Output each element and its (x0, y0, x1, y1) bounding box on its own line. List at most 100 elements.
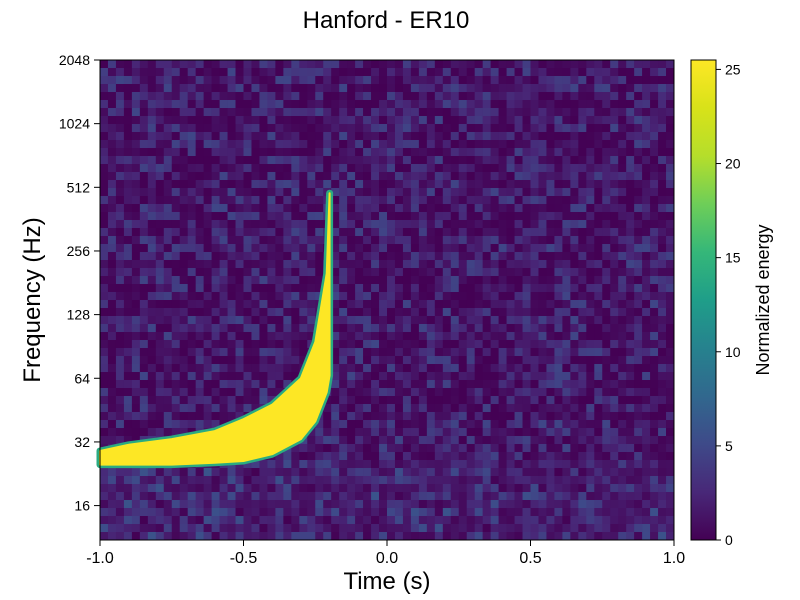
heatmap-cell (251, 460, 260, 469)
heatmap-cell (642, 196, 651, 205)
heatmap-cell (115, 332, 125, 341)
heatmap-cell (283, 84, 292, 93)
heatmap-cell (171, 532, 181, 541)
heatmap-cell (594, 204, 603, 213)
heatmap-cell (570, 316, 579, 325)
heatmap-cell (450, 132, 460, 141)
heatmap-cell (387, 348, 396, 357)
heatmap-cell (171, 284, 181, 293)
heatmap-cell (482, 396, 491, 405)
heatmap-cell (466, 492, 475, 501)
heatmap-cell (538, 340, 547, 349)
heatmap-cell (307, 508, 316, 517)
heatmap-cell (227, 388, 236, 397)
heatmap-cell (618, 508, 627, 517)
heatmap-cell (195, 476, 204, 485)
heatmap-cell (522, 380, 531, 389)
heatmap-cell (650, 132, 659, 141)
heatmap-cell (426, 84, 436, 93)
heatmap-cell (203, 260, 212, 269)
heatmap-cell (235, 340, 244, 349)
heatmap-cell (179, 172, 188, 181)
heatmap-cell (658, 500, 667, 509)
heatmap-cell (546, 364, 555, 373)
heatmap-cell (602, 76, 611, 85)
heatmap-cell (522, 516, 531, 525)
heatmap-cell (514, 116, 523, 125)
heatmap-cell (235, 404, 244, 413)
heatmap-cell (538, 420, 547, 429)
heatmap-cell (442, 388, 452, 397)
heatmap-cell (578, 180, 587, 189)
heatmap-cell (243, 292, 252, 301)
heatmap-cell (219, 68, 228, 77)
heatmap-cell (586, 484, 595, 493)
heatmap-cell (482, 60, 491, 69)
heatmap-cell (179, 60, 188, 69)
heatmap-cell (363, 460, 372, 469)
heatmap-cell (315, 428, 324, 437)
heatmap-cell (267, 524, 276, 533)
heatmap-cell (546, 292, 555, 301)
heatmap-cell (666, 364, 675, 373)
heatmap-cell (259, 372, 268, 381)
heatmap-cell (594, 244, 603, 253)
heatmap-cell (147, 332, 157, 341)
heatmap-cell (171, 300, 181, 309)
heatmap-cell (650, 364, 659, 373)
heatmap-cell (299, 236, 308, 245)
heatmap-cell (410, 484, 420, 493)
heatmap-cell (331, 388, 340, 397)
heatmap-cell (371, 284, 380, 293)
heatmap-cell (618, 116, 627, 125)
heatmap-cell (498, 452, 507, 461)
heatmap-cell (458, 300, 468, 309)
heatmap-cell (594, 484, 603, 493)
heatmap-cell (618, 292, 627, 301)
heatmap-cell (658, 276, 667, 285)
heatmap-cell (642, 316, 651, 325)
heatmap-cell (187, 196, 196, 205)
heatmap-cell (650, 156, 659, 165)
heatmap-cell (602, 236, 611, 245)
heatmap-cell (482, 84, 491, 93)
heatmap-cell (251, 68, 260, 77)
heatmap-cell (259, 348, 268, 357)
heatmap-cell (355, 148, 364, 157)
heatmap-cell (139, 212, 149, 221)
heatmap-cell (131, 316, 141, 325)
heatmap-cell (155, 316, 165, 325)
heatmap-cell (642, 140, 651, 149)
heatmap-cell (387, 404, 396, 413)
heatmap-cell (355, 220, 364, 229)
heatmap-cell (387, 132, 396, 141)
heatmap-cell (634, 372, 643, 381)
heatmap-cell (474, 92, 483, 101)
heatmap-cell (402, 484, 412, 493)
heatmap-cell (299, 68, 308, 77)
heatmap-cell (387, 84, 396, 93)
heatmap-cell (195, 468, 204, 477)
heatmap-cell (514, 364, 523, 373)
heatmap-cell (267, 492, 276, 501)
heatmap-cell (626, 284, 635, 293)
heatmap-cell (339, 228, 348, 237)
heatmap-cell (450, 420, 460, 429)
heatmap-cell (179, 364, 188, 373)
heatmap-cell (642, 220, 651, 229)
heatmap-cell (602, 84, 611, 93)
heatmap-cell (107, 532, 117, 541)
heatmap-cell (291, 460, 300, 469)
heatmap-cell (275, 204, 284, 213)
heatmap-cell (394, 116, 404, 125)
heatmap-cell (474, 164, 483, 173)
heatmap-cell (426, 308, 436, 317)
heatmap-cell (546, 180, 555, 189)
heatmap-cell (394, 340, 404, 349)
heatmap-cell (115, 380, 125, 389)
heatmap-cell (387, 68, 396, 77)
heatmap-cell (100, 524, 109, 533)
heatmap-cell (570, 524, 579, 533)
heatmap-cell (259, 180, 268, 189)
heatmap-cell (442, 500, 452, 509)
